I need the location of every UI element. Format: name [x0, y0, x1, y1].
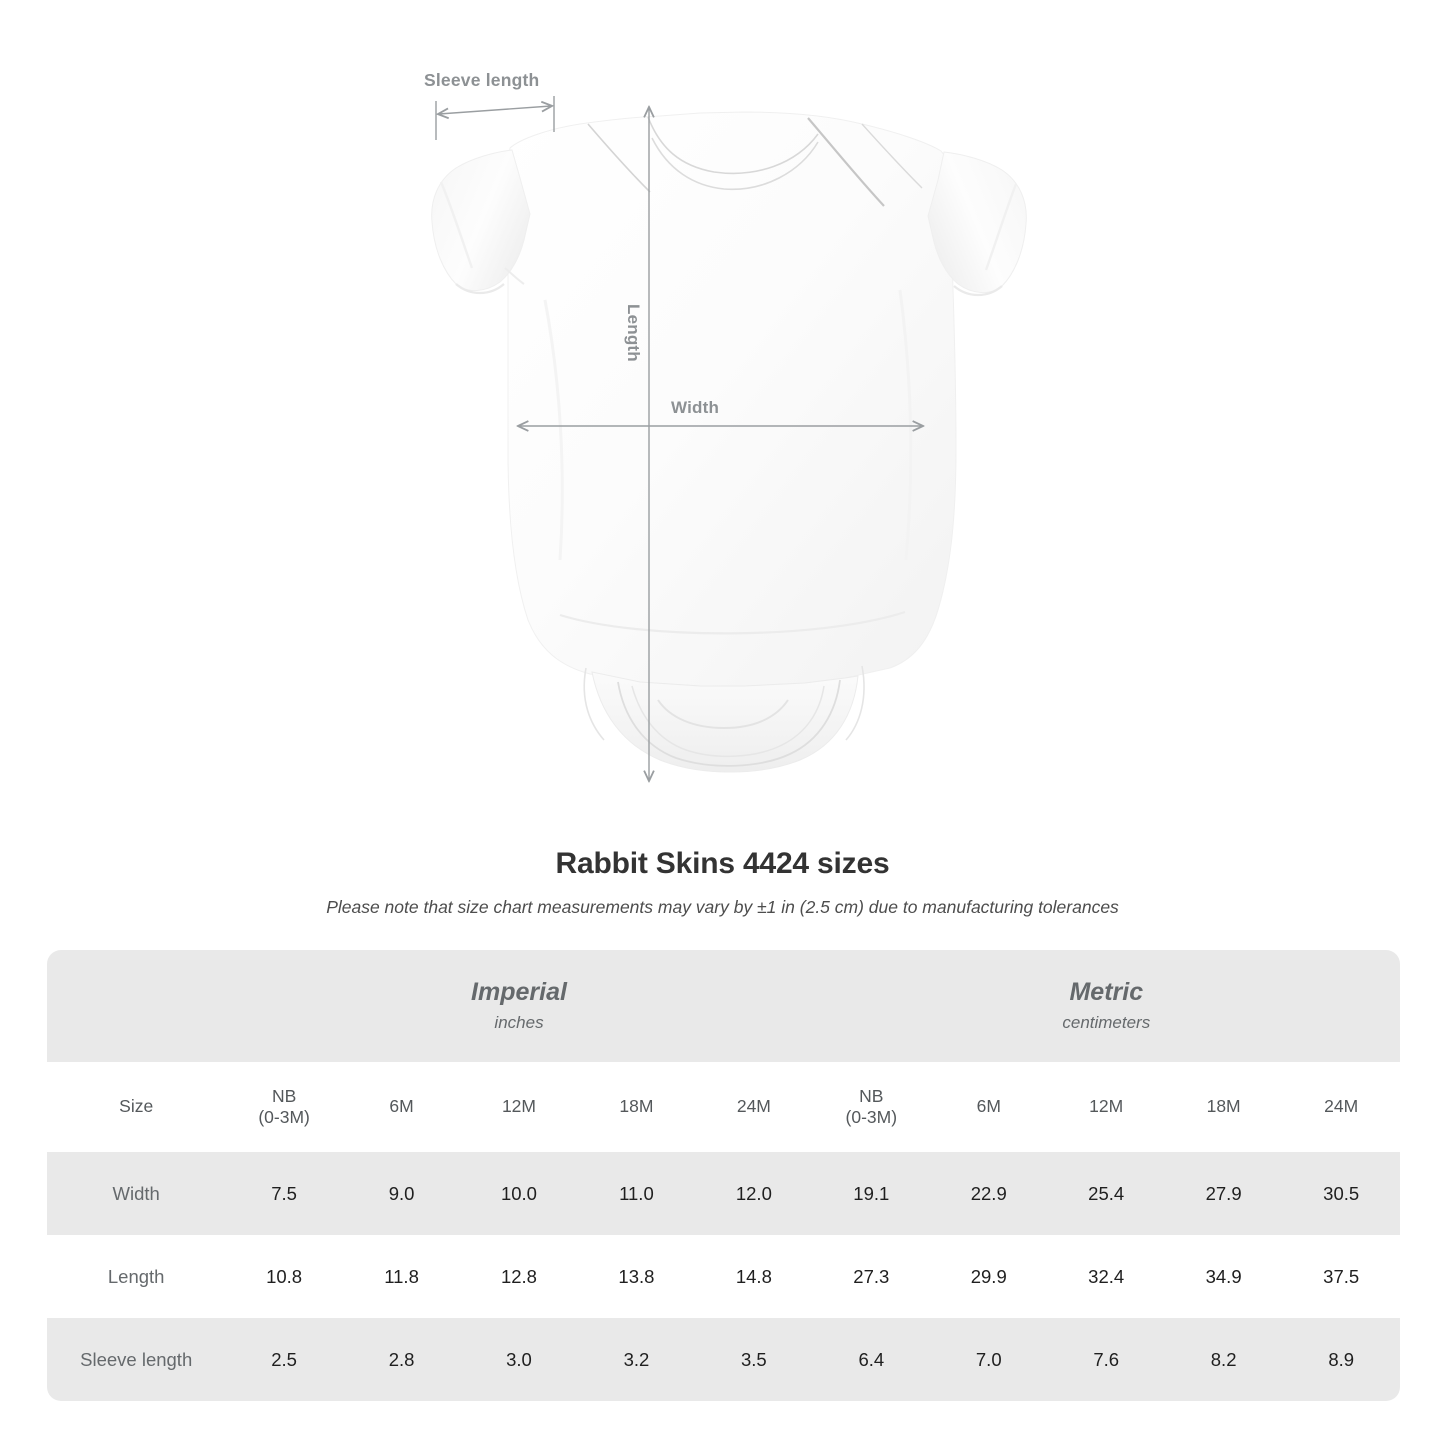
cell-length-4: 14.8: [695, 1235, 813, 1318]
cell-width-6: 22.9: [930, 1152, 1048, 1235]
cell-length-3: 13.8: [577, 1235, 696, 1318]
size-col-2-line1: 12M: [501, 1096, 536, 1117]
cell-length-8: 34.9: [1164, 1235, 1283, 1318]
cell-length-9: 37.5: [1282, 1235, 1400, 1318]
size-col-0-line1: NB: [271, 1085, 297, 1106]
cell-length-2: 12.8: [460, 1235, 578, 1318]
crotch-panel: [583, 665, 865, 773]
size-chart-table-wrapper: Imperial inches Metric centimeters Size …: [47, 950, 1400, 1401]
unit-group-metric-sub: centimeters: [1062, 1013, 1151, 1033]
row-label-sleeve-length: Sleeve length: [47, 1318, 226, 1401]
size-header-label: Size: [47, 1062, 226, 1152]
unit-group-imperial-name: Imperial: [471, 977, 567, 1006]
neckline: [647, 116, 819, 191]
unit-blank-cell: [47, 950, 226, 1062]
cell-width-5: 19.1: [812, 1152, 931, 1235]
size-col-5-line2: (0-3M): [845, 1107, 898, 1127]
width-label: Width: [671, 398, 720, 417]
size-col-2: 12M: [460, 1062, 578, 1152]
cell-length-1: 11.8: [342, 1235, 461, 1318]
sleeve-length-guide: [435, 96, 555, 140]
table-row: Width 7.5 9.0 10.0 11.0 12.0 19.1 22.9 2…: [47, 1152, 1400, 1235]
size-col-9: 24M: [1282, 1062, 1400, 1152]
cell-sleeve-0: 2.5: [225, 1318, 343, 1401]
unit-group-imperial: Imperial inches: [225, 950, 813, 1062]
size-col-4-line1: 24M: [736, 1096, 771, 1117]
size-col-0-line2: (0-3M): [258, 1107, 310, 1127]
cell-width-4: 12.0: [695, 1152, 813, 1235]
cell-sleeve-1: 2.8: [342, 1318, 461, 1401]
page-title: Rabbit Skins 4424 sizes: [555, 847, 890, 880]
cell-length-5: 27.3: [812, 1235, 931, 1318]
left-sleeve: [431, 149, 531, 295]
garment-diagram: Sleeve length Length Width: [424, 70, 1027, 830]
cell-sleeve-4: 3.5: [695, 1318, 813, 1401]
size-col-5-line1: NB: [859, 1085, 884, 1106]
size-col-8: 18M: [1164, 1062, 1283, 1152]
cell-length-0: 10.8: [225, 1235, 343, 1318]
size-col-0: NB (0-3M): [225, 1062, 343, 1152]
row-label-length: Length: [47, 1235, 226, 1318]
size-col-4: 24M: [695, 1062, 813, 1152]
row-label-width: Width: [47, 1152, 226, 1235]
cell-sleeve-3: 3.2: [577, 1318, 696, 1401]
cell-width-7: 25.4: [1047, 1152, 1165, 1235]
size-col-8-line1: 18M: [1206, 1096, 1241, 1117]
cell-width-3: 11.0: [577, 1152, 696, 1235]
cell-sleeve-8: 8.2: [1164, 1318, 1283, 1401]
length-label: Length: [624, 304, 643, 362]
title-block: Rabbit Skins 4424 sizes Please note that…: [0, 845, 1445, 918]
unit-group-imperial-sub: inches: [494, 1013, 544, 1033]
cell-sleeve-7: 7.6: [1047, 1318, 1165, 1401]
cell-sleeve-6: 7.0: [930, 1318, 1048, 1401]
cell-sleeve-5: 6.4: [812, 1318, 931, 1401]
cell-length-6: 29.9: [930, 1235, 1048, 1318]
size-col-1: 6M: [342, 1062, 461, 1152]
table-row: Length 10.8 11.8 12.8 13.8 14.8 27.3 29.…: [47, 1235, 1400, 1318]
cell-sleeve-2: 3.0: [460, 1318, 578, 1401]
size-col-1-line1: 6M: [389, 1096, 414, 1117]
bodysuit-body: [507, 111, 957, 687]
cell-width-8: 27.9: [1164, 1152, 1283, 1235]
unit-group-metric: Metric centimeters: [812, 950, 1400, 1062]
size-chart-table: Imperial inches Metric centimeters Size …: [47, 950, 1400, 1401]
cell-length-7: 32.4: [1047, 1235, 1165, 1318]
cell-width-0: 7.5: [225, 1152, 343, 1235]
size-header-row: Size NB (0-3M) 6M 12M 18M 24M N: [47, 1062, 1400, 1152]
sleeve-length-label: Sleeve length: [424, 70, 540, 90]
table-row: Sleeve length 2.5 2.8 3.0 3.2 3.5 6.4 7.…: [47, 1318, 1400, 1401]
cell-sleeve-9: 8.9: [1282, 1318, 1400, 1401]
cell-width-9: 30.5: [1282, 1152, 1400, 1235]
size-col-6-line1: 6M: [976, 1096, 1001, 1117]
size-col-6: 6M: [930, 1062, 1048, 1152]
cell-width-2: 10.0: [460, 1152, 578, 1235]
size-col-9-line1: 24M: [1324, 1096, 1359, 1117]
right-sleeve: [927, 151, 1027, 297]
cell-width-1: 9.0: [342, 1152, 461, 1235]
size-col-5: NB (0-3M): [812, 1062, 931, 1152]
bodysuit-illustration: [431, 96, 1027, 830]
size-col-7: 12M: [1047, 1062, 1165, 1152]
size-col-7-line1: 12M: [1089, 1096, 1124, 1117]
unit-group-metric-name: Metric: [1069, 977, 1144, 1006]
tolerance-note: Please note that size chart measurements…: [326, 896, 1119, 917]
size-col-3-line1: 18M: [619, 1096, 654, 1117]
size-col-3: 18M: [577, 1062, 696, 1152]
unit-group-header-row: Imperial inches Metric centimeters: [47, 950, 1400, 1062]
